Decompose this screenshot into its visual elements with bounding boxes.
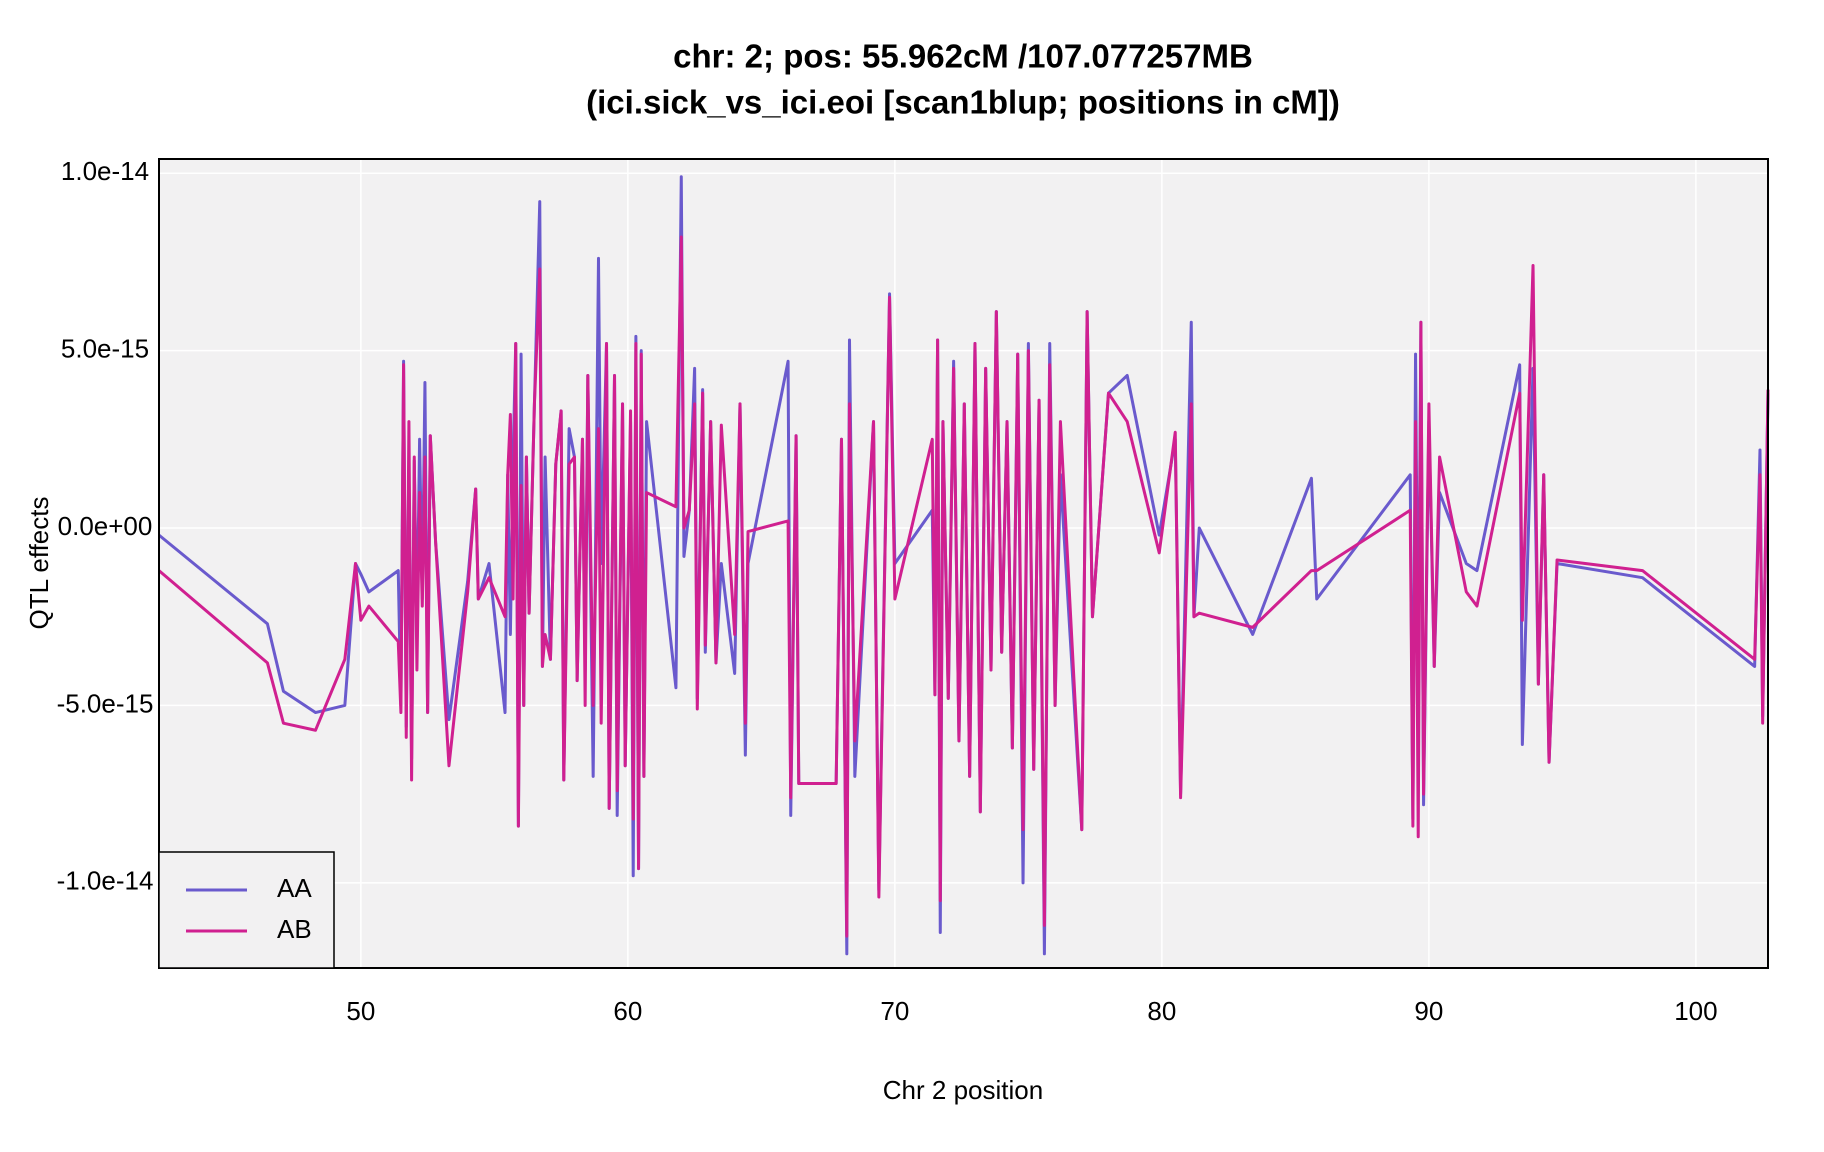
legend-label: AA (277, 873, 312, 903)
y-tick-label: 1.0e-14 (61, 156, 149, 186)
y-axis-label: QTL effects (24, 497, 54, 630)
chart-title: chr: 2; pos: 55.962cM /107.077257MB (673, 38, 1253, 75)
x-axis-label: Chr 2 position (883, 1075, 1043, 1105)
x-tick-label: 90 (1414, 996, 1443, 1026)
y-tick-label: -1.0e-14 (57, 866, 154, 896)
x-tick-label: 50 (346, 996, 375, 1026)
x-tick-label: 60 (613, 996, 642, 1026)
chart-subtitle: (ici.sick_vs_ici.eoi [scan1blup; positio… (586, 84, 1340, 121)
y-tick-label: -5.0e-15 (57, 688, 154, 718)
series-line (158, 235, 1770, 938)
y-tick-label: 5.0e-15 (61, 333, 149, 363)
x-tick-label: 70 (880, 996, 909, 1026)
x-tick-label: 100 (1674, 996, 1717, 1026)
x-tick-label: 80 (1147, 996, 1176, 1026)
legend-label: AB (277, 914, 312, 944)
y-tick-label: 0.0e+00 (58, 511, 153, 541)
plot-frame (158, 158, 1769, 969)
legend-box (158, 851, 335, 969)
